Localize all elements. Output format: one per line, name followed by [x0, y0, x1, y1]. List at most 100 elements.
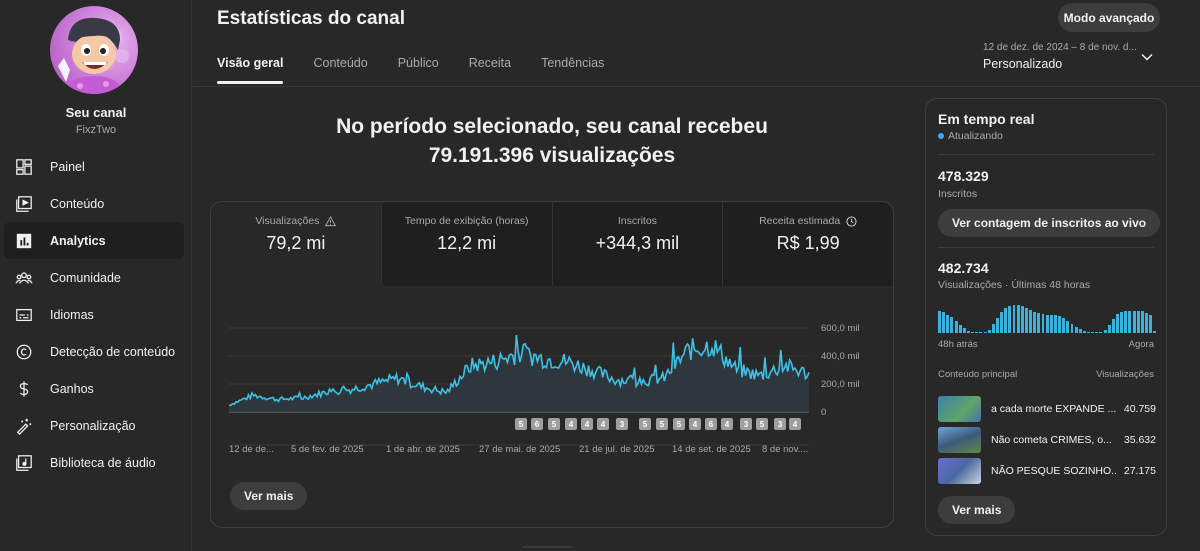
sidebar-item-ganhos[interactable]: Ganhos: [4, 370, 184, 407]
advanced-mode-button[interactable]: Modo avançado: [1058, 3, 1160, 32]
realtime-48h-bar-chart[interactable]: [938, 303, 1157, 333]
metric-tab-revenue[interactable]: Receita estimada R$ 1,99: [723, 202, 893, 286]
video-marker[interactable]: 5: [673, 418, 685, 430]
realtime-subscribers-label: Inscritos: [938, 188, 978, 200]
realtime-bar: [1116, 314, 1119, 333]
realtime-bar: [950, 317, 954, 333]
summary-line-1: No período selecionado, seu canal recebe…: [336, 115, 768, 138]
realtime-bar: [987, 330, 991, 333]
tab-conteudo[interactable]: Conteúdo: [313, 56, 368, 70]
sidebar-item-comunidade[interactable]: Comunidade: [4, 259, 184, 296]
video-marker[interactable]: 5: [515, 418, 527, 430]
realtime-bar: [1074, 327, 1078, 333]
realtime-bar: [1016, 305, 1020, 333]
realtime-bar: [1012, 305, 1016, 333]
x-tick: 1 de abr. de 2025: [386, 444, 460, 455]
realtime-bar: [1095, 332, 1099, 333]
metric-tab-watch-time[interactable]: Tempo de exibição (horas) 12,2 mi: [381, 202, 553, 286]
metric-tab-views[interactable]: Visualizações 79,2 mi: [211, 202, 382, 286]
date-range-text: 12 de dez. de 2024 – 8 de nov. d...: [983, 42, 1137, 53]
metric-label: Inscritos: [617, 215, 657, 227]
video-marker[interactable]: 4: [565, 418, 577, 430]
sidebar-item-label: Comunidade: [50, 270, 121, 285]
tab-publico[interactable]: Público: [397, 56, 439, 70]
x-tick: 14 de set. de 2025: [672, 444, 751, 455]
top-content-header: Conteúdo principal: [938, 369, 1018, 380]
clock-icon[interactable]: [846, 215, 857, 227]
realtime-bar: [1037, 313, 1041, 333]
realtime-see-more-button[interactable]: Ver mais: [938, 496, 1016, 524]
live-subscriber-count-button[interactable]: Ver contagem de inscritos ao vivo: [938, 209, 1161, 237]
metric-label: Receita estimada: [759, 215, 841, 227]
sidebar-item-deteccao[interactable]: Detecção de conteúdo: [4, 333, 184, 370]
top-content-item[interactable]: NÃO PESQUE SOZINHO... 27.175: [938, 458, 1156, 484]
video-marker[interactable]: 4: [689, 418, 701, 430]
warning-icon[interactable]: [325, 215, 337, 227]
video-marker[interactable]: 4: [789, 418, 801, 430]
realtime-bar: [1078, 329, 1082, 333]
top-content-item[interactable]: a cada morte EXPANDE ... 40.759: [938, 396, 1156, 422]
subtitles-icon: [14, 305, 34, 325]
content-icon: [14, 194, 34, 214]
video-marker[interactable]: 6: [705, 418, 717, 430]
realtime-bar: [962, 328, 966, 333]
video-marker[interactable]: 5: [548, 418, 560, 430]
sidebar: Seu canal FixzTwo Painel Conteúdo Analyt…: [0, 0, 192, 551]
x-axis-labels: 12 de de... 5 de fev. de 2025 1 de abr. …: [229, 444, 809, 458]
realtime-bar: [1132, 311, 1136, 333]
video-marker[interactable]: 5: [639, 418, 651, 430]
video-marker[interactable]: 3: [616, 418, 628, 430]
audio-library-icon: [14, 453, 34, 473]
realtime-bar: [1041, 314, 1045, 333]
sidebar-item-painel[interactable]: Painel: [4, 148, 184, 185]
top-content-item[interactable]: Não cometa CRIMES, o... 35.632: [938, 427, 1156, 453]
x-tick: 21 de jul. de 2025: [579, 444, 655, 455]
realtime-card: Em tempo real Atualizando 478.329 Inscri…: [925, 98, 1167, 536]
video-marker[interactable]: 3: [740, 418, 752, 430]
realtime-bar: [1045, 315, 1049, 333]
metric-label: Visualizações: [255, 215, 320, 227]
video-marker[interactable]: 5: [756, 418, 768, 430]
sidebar-item-analytics[interactable]: Analytics: [4, 222, 184, 259]
video-marker[interactable]: 3: [774, 418, 786, 430]
metric-tab-subscribers[interactable]: Inscritos +344,3 mil: [552, 202, 724, 286]
y-tick: 600,0 mil: [821, 323, 860, 334]
realtime-bar: [966, 331, 970, 333]
views-line-chart[interactable]: [229, 320, 829, 480]
realtime-bar: [1070, 324, 1074, 333]
video-title: Não cometa CRIMES, o...: [991, 434, 1112, 446]
sidebar-item-idiomas[interactable]: Idiomas: [4, 296, 184, 333]
sidebar-item-personalizacao[interactable]: Personalização: [4, 407, 184, 444]
sidebar-item-label: Biblioteca de áudio: [50, 455, 156, 470]
channel-avatar[interactable]: [50, 6, 138, 94]
video-title: NÃO PESQUE SOZINHO...: [991, 465, 1116, 477]
summary-line-2: 79.191.396 visualizações: [428, 144, 676, 167]
video-marker[interactable]: 4: [597, 418, 609, 430]
see-more-button[interactable]: Ver mais: [230, 482, 308, 510]
video-marker[interactable]: 4: [581, 418, 593, 430]
realtime-bar: [1004, 308, 1008, 333]
date-range-picker[interactable]: 12 de dez. de 2024 – 8 de nov. d... Pers…: [983, 42, 1153, 71]
video-marker[interactable]: 5: [656, 418, 668, 430]
channel-handle: FixzTwo: [75, 124, 117, 136]
tab-tendencias[interactable]: Tendências: [541, 56, 605, 70]
tab-visao-geral[interactable]: Visão geral: [217, 56, 284, 84]
y-tick: 0: [821, 407, 827, 418]
sidebar-item-biblioteca-audio[interactable]: Biblioteca de áudio: [4, 444, 184, 481]
tab-receita[interactable]: Receita: [468, 56, 512, 70]
video-title: a cada morte EXPANDE ...: [991, 403, 1116, 415]
chevron-down-icon[interactable]: [1140, 50, 1154, 64]
sidebar-item-label: Analytics: [50, 233, 106, 248]
sidebar-item-conteudo[interactable]: Conteúdo: [4, 185, 184, 222]
video-views: 27.175: [1123, 465, 1156, 477]
summary-headline: No período selecionado, seu canal recebe…: [210, 112, 894, 170]
realtime-bar: [975, 332, 979, 333]
realtime-bar: [1066, 321, 1070, 333]
video-marker[interactable]: 6: [531, 418, 543, 430]
sidebar-item-label: Idiomas: [50, 307, 94, 322]
realtime-bar: [983, 332, 987, 333]
video-marker[interactable]: 4: [721, 418, 733, 430]
top-content-views-header: Visualizações: [1096, 369, 1154, 380]
sidebar-item-label: Detecção de conteúdo: [50, 344, 176, 359]
sidebar-nav: Painel Conteúdo Analytics Comunidade Idi…: [4, 148, 184, 481]
